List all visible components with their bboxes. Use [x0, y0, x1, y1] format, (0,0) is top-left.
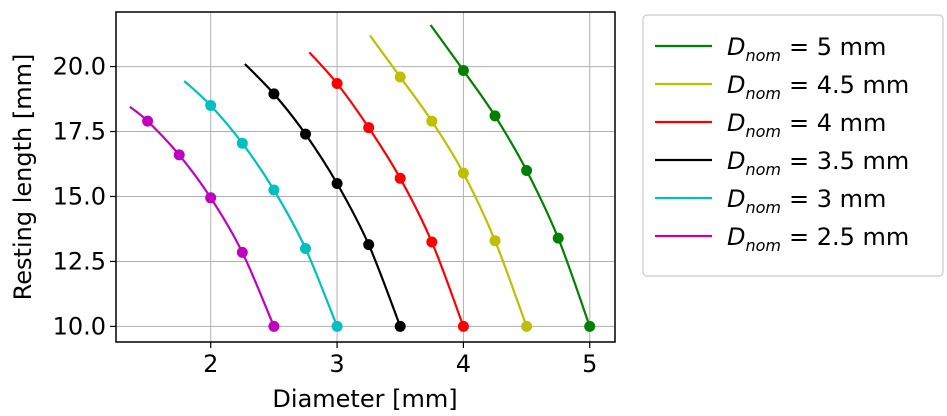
y-axis-label: Resting length [mm] — [9, 54, 37, 301]
legend-label: Dnom = 3 mm — [727, 185, 886, 217]
data-point — [426, 115, 438, 127]
y-tick-label: 12.5 — [53, 247, 106, 275]
x-axis-ticks: 2 3 4 5 — [203, 342, 597, 378]
data-point — [331, 178, 343, 189]
x-tick-label: 3 — [329, 350, 344, 378]
legend-entry: Dnom = 4.5 mm — [655, 71, 909, 103]
legend-label: Dnom = 2.5 mm — [727, 223, 909, 255]
data-point — [268, 184, 280, 196]
plot-frame — [115, 11, 616, 343]
legend-box — [642, 14, 944, 277]
series-line — [129, 105, 275, 327]
series-line — [183, 80, 339, 327]
series — [129, 105, 280, 332]
grid — [116, 12, 615, 342]
series — [183, 80, 343, 332]
legend-entry: Dnom = 3 mm — [655, 185, 886, 217]
y-tick-label: 17.5 — [53, 118, 106, 146]
data-point — [268, 320, 280, 332]
x-tick-label: 5 — [582, 350, 597, 378]
legend-entry: Dnom = 4 mm — [655, 109, 886, 141]
data-point — [584, 320, 596, 332]
data-point — [457, 167, 469, 179]
data-point — [489, 235, 501, 247]
legend: Dnom = 5 mm Dnom = 4.5 mm Dnom = 4 mm Dnom = 3.… — [642, 14, 944, 277]
data-point — [394, 71, 406, 83]
data-point — [300, 243, 311, 254]
data-point — [173, 149, 185, 161]
data-point — [521, 165, 533, 176]
data-point — [457, 320, 469, 332]
data-point — [426, 236, 438, 248]
data-point — [205, 100, 217, 111]
legend-entry: Dnom = 3.5 mm — [655, 147, 909, 179]
data-point — [552, 232, 564, 244]
legend-label: Dnom = 5 mm — [727, 33, 886, 65]
y-tick-label: 10.0 — [53, 312, 106, 340]
x-tick-label: 2 — [203, 350, 218, 378]
data-point — [300, 128, 311, 140]
x-axis-label: Diameter [mm] — [272, 385, 457, 413]
series — [308, 51, 469, 332]
legend-label: Dnom = 3.5 mm — [727, 147, 909, 179]
data-point — [489, 110, 501, 122]
data-point — [331, 320, 343, 332]
x-tick-label: 4 — [456, 350, 471, 378]
series-line — [308, 51, 465, 327]
series — [429, 24, 596, 332]
series-layer — [129, 24, 596, 332]
data-point — [363, 239, 375, 251]
data-point — [457, 65, 469, 76]
y-tick-label: 20.0 — [53, 53, 106, 81]
data-point — [331, 78, 343, 89]
legend-label: Dnom = 4 mm — [727, 109, 886, 141]
data-point — [394, 320, 406, 332]
data-point — [205, 192, 217, 204]
legend-entry: Dnom = 2.5 mm — [655, 223, 909, 255]
data-point — [394, 172, 406, 184]
data-point — [268, 88, 280, 100]
y-tick-label: 15.0 — [53, 182, 106, 210]
series — [369, 34, 533, 332]
data-point — [142, 115, 154, 127]
legend-label: Dnom = 4.5 mm — [727, 71, 909, 103]
series — [244, 63, 406, 332]
data-point — [236, 246, 248, 258]
legend-entry: Dnom = 5 mm — [655, 33, 886, 65]
data-point — [236, 137, 248, 149]
data-point — [521, 320, 533, 332]
y-axis-ticks: 10.0 12.5 15.0 17.5 20.0 — [53, 53, 116, 340]
data-point — [363, 122, 375, 134]
